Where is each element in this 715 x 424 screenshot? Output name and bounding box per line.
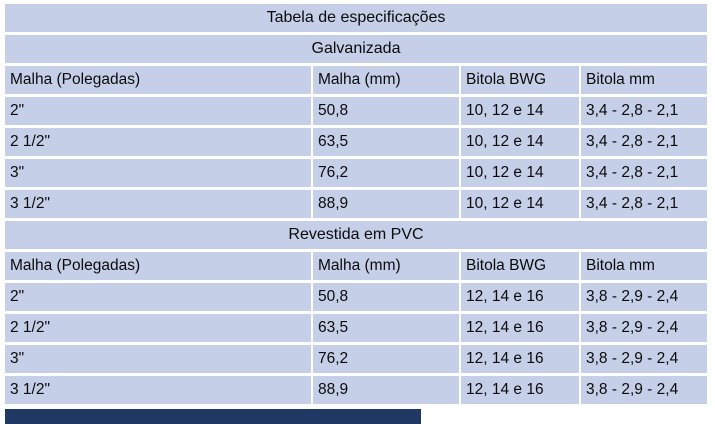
table-cell: 88,9 xyxy=(313,190,459,218)
partial-dark-row-bar xyxy=(5,409,421,424)
table-cell: 3,4 - 2,8 - 2,1 xyxy=(581,159,707,187)
section-title-revestida-pvc: Revestida em PVC xyxy=(5,221,707,249)
table-cell: 50,8 xyxy=(313,283,459,311)
column-header: Bitola mm xyxy=(581,66,707,94)
table-cell: 3" xyxy=(5,345,311,373)
table-row: 3 1/2" 88,9 12, 14 e 16 3,8 - 2,9 - 2,4 xyxy=(5,376,707,404)
column-header: Malha (mm) xyxy=(313,66,459,94)
table-title: Tabela de especificações xyxy=(5,4,707,32)
table-cell: 3" xyxy=(5,159,311,187)
table-cell: 2 1/2" xyxy=(5,314,311,342)
table-cell: 3 1/2" xyxy=(5,376,311,404)
table-cell: 63,5 xyxy=(313,314,459,342)
table-cell: 2 1/2" xyxy=(5,128,311,156)
table-row: 2" 50,8 12, 14 e 16 3,8 - 2,9 - 2,4 xyxy=(5,283,707,311)
column-header: Bitola mm xyxy=(581,252,707,280)
column-header: Bitola BWG xyxy=(461,252,579,280)
section-title-galvanizada: Galvanizada xyxy=(5,35,707,63)
table-row: 2 1/2" 63,5 10, 12 e 14 3,4 - 2,8 - 2,1 xyxy=(5,128,707,156)
specifications-table: Tabela de especificações Galvanizada Mal… xyxy=(3,1,709,407)
column-header: Bitola BWG xyxy=(461,66,579,94)
column-header: Malha (Polegadas) xyxy=(5,66,311,94)
table-cell: 3,8 - 2,9 - 2,4 xyxy=(581,376,707,404)
table-cell: 3 1/2" xyxy=(5,190,311,218)
table-cell: 3,8 - 2,9 - 2,4 xyxy=(581,345,707,373)
table-cell: 63,5 xyxy=(313,128,459,156)
table-row: 2" 50,8 10, 12 e 14 3,4 - 2,8 - 2,1 xyxy=(5,97,707,125)
table-cell: 10, 12 e 14 xyxy=(461,128,579,156)
column-header: Malha (mm) xyxy=(313,252,459,280)
table-cell: 88,9 xyxy=(313,376,459,404)
table-cell: 3,8 - 2,9 - 2,4 xyxy=(581,314,707,342)
header-row-revestida-pvc: Malha (Polegadas) Malha (mm) Bitola BWG … xyxy=(5,252,707,280)
table-cell: 12, 14 e 16 xyxy=(461,314,579,342)
column-header: Malha (Polegadas) xyxy=(5,252,311,280)
table-cell: 2" xyxy=(5,283,311,311)
header-row-galvanizada: Malha (Polegadas) Malha (mm) Bitola BWG … xyxy=(5,66,707,94)
table-cell: 12, 14 e 16 xyxy=(461,283,579,311)
table-cell: 76,2 xyxy=(313,345,459,373)
table-cell: 76,2 xyxy=(313,159,459,187)
table-row: 2 1/2" 63,5 12, 14 e 16 3,8 - 2,9 - 2,4 xyxy=(5,314,707,342)
table-row: 3 1/2" 88,9 10, 12 e 14 3,4 - 2,8 - 2,1 xyxy=(5,190,707,218)
section-row-revestida-pvc: Revestida em PVC xyxy=(5,221,707,249)
table-title-row: Tabela de especificações xyxy=(5,4,707,32)
table-cell: 12, 14 e 16 xyxy=(461,376,579,404)
table-cell: 3,4 - 2,8 - 2,1 xyxy=(581,190,707,218)
table-cell: 50,8 xyxy=(313,97,459,125)
section-row-galvanizada: Galvanizada xyxy=(5,35,707,63)
table-row: 3" 76,2 10, 12 e 14 3,4 - 2,8 - 2,1 xyxy=(5,159,707,187)
table-cell: 10, 12 e 14 xyxy=(461,159,579,187)
table-row: 3" 76,2 12, 14 e 16 3,8 - 2,9 - 2,4 xyxy=(5,345,707,373)
table-cell: 3,4 - 2,8 - 2,1 xyxy=(581,128,707,156)
table-cell: 3,4 - 2,8 - 2,1 xyxy=(581,97,707,125)
table-cell: 10, 12 e 14 xyxy=(461,190,579,218)
table-cell: 10, 12 e 14 xyxy=(461,97,579,125)
table-cell: 3,8 - 2,9 - 2,4 xyxy=(581,283,707,311)
table-cell: 2" xyxy=(5,97,311,125)
table-cell: 12, 14 e 16 xyxy=(461,345,579,373)
